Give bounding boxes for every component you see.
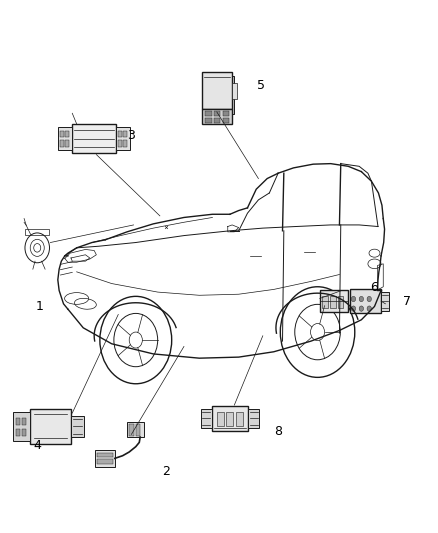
Bar (201, 409, 212, 428)
Text: 5: 5 (257, 79, 265, 92)
Text: 3: 3 (127, 130, 135, 142)
Circle shape (367, 296, 371, 302)
Text: 8: 8 (274, 425, 282, 438)
Bar (123, 131, 127, 137)
Bar (127, 422, 144, 437)
Circle shape (351, 296, 356, 302)
Bar (30, 409, 71, 443)
Bar (60, 131, 64, 137)
Text: 1: 1 (35, 300, 43, 313)
Bar (60, 140, 64, 147)
Bar (118, 140, 122, 147)
Circle shape (359, 306, 364, 311)
Circle shape (367, 306, 371, 311)
Bar (232, 83, 237, 99)
Bar (248, 409, 259, 428)
Bar (217, 412, 224, 426)
Circle shape (351, 306, 356, 311)
Bar (223, 111, 229, 116)
Text: 7: 7 (403, 295, 411, 308)
Bar (22, 429, 27, 436)
Bar (330, 296, 336, 308)
Bar (236, 412, 243, 426)
Bar (71, 416, 84, 437)
Bar (136, 424, 140, 436)
Bar (65, 131, 69, 137)
Bar (58, 127, 72, 150)
Bar (204, 76, 234, 114)
Bar (16, 418, 20, 425)
Bar (16, 429, 20, 436)
Bar (214, 111, 220, 116)
Bar (322, 296, 328, 308)
Bar (338, 296, 343, 308)
Bar (202, 72, 232, 109)
Text: 6: 6 (371, 281, 378, 294)
Bar (97, 453, 113, 457)
Bar (226, 412, 233, 426)
Text: 2: 2 (162, 465, 170, 478)
Bar (212, 406, 248, 431)
Bar (123, 140, 127, 147)
Bar (13, 411, 30, 441)
Bar (320, 290, 348, 312)
Bar (116, 127, 130, 150)
Bar (118, 131, 122, 137)
Bar (350, 289, 381, 313)
Text: 4: 4 (33, 439, 41, 451)
Bar (72, 124, 116, 154)
Bar (25, 229, 49, 235)
Bar (129, 424, 134, 436)
Circle shape (359, 296, 364, 302)
Bar (65, 140, 69, 147)
Bar (381, 292, 389, 311)
Bar (95, 450, 115, 467)
Bar (205, 118, 212, 123)
Bar (97, 459, 113, 464)
Bar (202, 109, 232, 124)
Bar (22, 418, 27, 425)
Bar (223, 118, 229, 123)
Bar (205, 111, 212, 116)
Bar (214, 118, 220, 123)
